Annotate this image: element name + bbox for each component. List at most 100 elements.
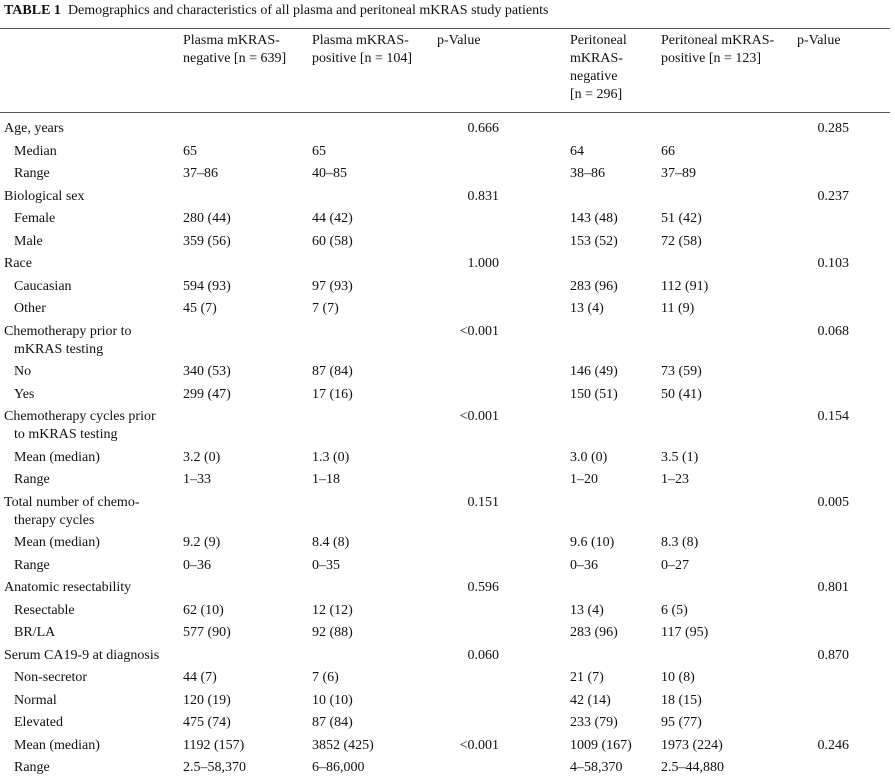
cell: 8.3 (8) xyxy=(661,535,699,550)
cell: 8.4 (8) xyxy=(312,535,350,550)
cell: 66 xyxy=(661,143,675,159)
cell: 72 (58) xyxy=(661,233,702,249)
column-header: negative xyxy=(570,69,618,84)
cell: 3.2 (0) xyxy=(183,449,221,465)
cell: 577 (90) xyxy=(183,625,231,640)
p-value: <0.001 xyxy=(459,737,499,753)
column-header: Plasma mKRAS- xyxy=(183,33,280,48)
p-value: 1.000 xyxy=(467,256,500,271)
row-label: Range xyxy=(14,166,50,181)
group-label: mKRAS testing xyxy=(14,341,104,357)
cell: 40–85 xyxy=(312,166,347,181)
row-label: Non-secretor xyxy=(14,670,88,685)
cell: 13 (4) xyxy=(570,602,604,618)
cell: 45 (7) xyxy=(183,301,217,316)
cell: 299 (47) xyxy=(183,386,231,402)
column-header: mKRAS- xyxy=(570,51,623,66)
cell: 6–86,000 xyxy=(312,760,365,775)
cell: 9.2 (9) xyxy=(183,535,221,550)
cell: 9.6 (10) xyxy=(570,535,615,550)
column-header: p-Value xyxy=(437,33,481,48)
cell: 73 (59) xyxy=(661,364,702,379)
row-label: Normal xyxy=(14,692,57,708)
p-value: 0.666 xyxy=(467,121,500,136)
cell: 146 (49) xyxy=(570,364,618,379)
column-header: negative [n = 639] xyxy=(183,51,287,66)
cell: 92 (88) xyxy=(312,625,353,640)
row-label: Mean (median) xyxy=(14,449,100,465)
header-rule xyxy=(0,112,890,113)
group-label: to mKRAS testing xyxy=(14,427,118,442)
p-value: 0.103 xyxy=(817,256,850,271)
cell: 10 (8) xyxy=(661,670,695,685)
cell: 7 (6) xyxy=(312,670,339,685)
cell: 475 (74) xyxy=(183,715,231,730)
row-label: Range xyxy=(14,760,50,775)
cell: 359 (56) xyxy=(183,233,231,249)
p-value: 0.246 xyxy=(817,737,850,753)
group-label: Chemotherapy cycles prior xyxy=(4,409,156,424)
row-label: No xyxy=(14,364,32,379)
cell: 3852 (425) xyxy=(312,737,374,753)
cell: 12 (12) xyxy=(312,602,353,618)
cell: 2.5–58,370 xyxy=(183,760,246,775)
column-header: Peritoneal xyxy=(570,33,627,48)
cell: 11 (9) xyxy=(661,301,695,316)
cell: 3.5 (1) xyxy=(661,449,699,465)
row-label: Mean (median) xyxy=(14,737,100,753)
cell: 0–36 xyxy=(570,557,598,573)
cell: 1.3 (0) xyxy=(312,449,350,465)
cell: 87 (84) xyxy=(312,364,353,379)
cell: 0–27 xyxy=(661,557,689,573)
p-value: 0.237 xyxy=(817,188,850,204)
row-label: BR/LA xyxy=(14,625,56,640)
cell: 10 (10) xyxy=(312,692,353,708)
cell: 120 (19) xyxy=(183,692,231,708)
caption-text: Demographics and characteristics of all … xyxy=(67,3,549,18)
cell: 1–23 xyxy=(661,472,689,487)
group-label: Age, years xyxy=(4,121,64,136)
column-header: positive [n = 123] xyxy=(661,51,762,66)
cell: 42 (14) xyxy=(570,692,611,708)
cell: 594 (93) xyxy=(183,278,231,294)
p-value: 0.154 xyxy=(817,409,850,424)
p-value: <0.001 xyxy=(459,409,499,424)
cell: 87 (84) xyxy=(312,715,353,730)
row-label: Male xyxy=(14,233,43,249)
p-value: 0.060 xyxy=(467,647,500,663)
cell: 62 (10) xyxy=(183,602,224,618)
cell: 280 (44) xyxy=(183,211,231,226)
cell: 340 (53) xyxy=(183,364,231,379)
cell: 51 (42) xyxy=(661,211,702,226)
p-value: 0.068 xyxy=(817,323,850,339)
row-label: Yes xyxy=(14,386,35,402)
cell: 38–86 xyxy=(570,166,605,181)
row-label: Elevated xyxy=(14,715,63,730)
cell: 0–35 xyxy=(312,557,340,573)
column-header: p-Value xyxy=(797,33,841,48)
cell: 6 (5) xyxy=(661,602,688,618)
cell: 7 (7) xyxy=(312,301,339,316)
column-header: positive [n = 104] xyxy=(312,51,413,66)
cell: 153 (52) xyxy=(570,233,618,249)
cell: 13 (4) xyxy=(570,301,604,316)
row-label: Range xyxy=(14,557,50,573)
p-value: <0.001 xyxy=(459,323,499,339)
cell: 4–58,370 xyxy=(570,760,623,775)
cell: 0–36 xyxy=(183,557,211,573)
caption-label: TABLE 1 xyxy=(4,3,61,18)
row-label: Resectable xyxy=(14,602,75,618)
top-rule xyxy=(0,28,890,29)
group-label: Race xyxy=(4,256,32,271)
p-value: 0.285 xyxy=(817,121,850,136)
row-label: Caucasian xyxy=(14,278,72,294)
column-header: Plasma mKRAS- xyxy=(312,33,409,48)
cell: 50 (41) xyxy=(661,386,702,402)
cell: 64 xyxy=(570,143,584,159)
caption: TABLE 1 Demographics and characteristics… xyxy=(4,2,548,20)
group-label: Total number of chemo- xyxy=(4,494,140,510)
cell: 2.5–44,880 xyxy=(661,760,724,775)
row-label: Mean (median) xyxy=(14,535,100,550)
row-label: Range xyxy=(14,472,50,487)
